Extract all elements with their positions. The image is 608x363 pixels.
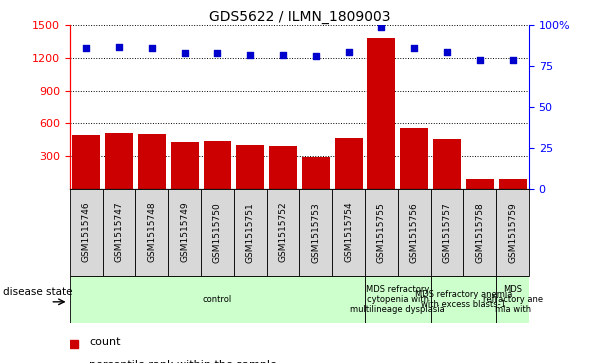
Bar <box>136 189 168 276</box>
Text: GSM1515755: GSM1515755 <box>377 202 386 262</box>
Point <box>147 45 157 51</box>
Point <box>475 57 485 62</box>
Point <box>213 50 223 56</box>
Text: disease state: disease state <box>4 287 73 297</box>
Text: GSM1515746: GSM1515746 <box>82 202 91 262</box>
Bar <box>334 138 362 189</box>
Bar <box>171 142 199 189</box>
Text: GSM1515756: GSM1515756 <box>410 202 419 262</box>
Bar <box>72 135 100 189</box>
Text: GSM1515753: GSM1515753 <box>311 202 320 262</box>
Bar <box>204 141 232 189</box>
Bar <box>365 276 430 323</box>
Point <box>278 52 288 58</box>
Text: MDS
refractory ane
mia with: MDS refractory ane mia with <box>483 285 542 314</box>
Text: GSM1515759: GSM1515759 <box>508 202 517 262</box>
Text: GSM1515750: GSM1515750 <box>213 202 222 262</box>
Text: MDS refractory
cytopenia with
multilineage dysplasia: MDS refractory cytopenia with multilinea… <box>350 285 445 314</box>
Bar <box>496 276 529 323</box>
Text: GSM1515758: GSM1515758 <box>475 202 485 262</box>
Bar <box>398 189 430 276</box>
Bar <box>168 189 201 276</box>
Title: GDS5622 / ILMN_1809003: GDS5622 / ILMN_1809003 <box>209 11 390 24</box>
Bar <box>367 38 395 189</box>
Point <box>114 44 124 49</box>
Bar <box>300 189 332 276</box>
Text: GSM1515754: GSM1515754 <box>344 202 353 262</box>
Text: percentile rank within the sample: percentile rank within the sample <box>89 360 277 363</box>
Bar <box>201 189 234 276</box>
Point <box>81 45 91 51</box>
Text: GSM1515757: GSM1515757 <box>443 202 452 262</box>
Point <box>180 50 190 56</box>
Bar <box>70 340 78 348</box>
Bar <box>105 133 133 189</box>
Bar <box>237 145 264 189</box>
Point <box>409 45 419 51</box>
Point <box>311 53 320 59</box>
Bar <box>430 276 496 323</box>
Bar <box>499 179 527 189</box>
Text: count: count <box>89 337 121 347</box>
Point <box>376 24 386 30</box>
Text: GSM1515747: GSM1515747 <box>114 202 123 262</box>
Bar <box>332 189 365 276</box>
Bar <box>365 189 398 276</box>
Text: GSM1515748: GSM1515748 <box>147 202 156 262</box>
Bar <box>466 179 494 189</box>
Bar <box>433 139 461 189</box>
Text: GSM1515751: GSM1515751 <box>246 202 255 262</box>
Point <box>246 52 255 58</box>
Text: GSM1515752: GSM1515752 <box>278 202 288 262</box>
Bar <box>70 189 103 276</box>
Text: MDS refractory anemia
with excess blasts-1: MDS refractory anemia with excess blasts… <box>415 290 512 309</box>
Bar <box>269 146 297 189</box>
Text: GSM1515749: GSM1515749 <box>180 202 189 262</box>
Point <box>344 49 353 54</box>
Bar <box>267 189 300 276</box>
Bar <box>400 128 428 189</box>
Bar <box>234 189 267 276</box>
Bar <box>463 189 496 276</box>
Bar <box>138 134 166 189</box>
Point <box>508 57 517 62</box>
Bar <box>70 276 365 323</box>
Bar <box>103 189 136 276</box>
Bar <box>430 189 463 276</box>
Text: control: control <box>203 295 232 304</box>
Point <box>442 49 452 54</box>
Bar <box>302 157 330 189</box>
Bar <box>496 189 529 276</box>
